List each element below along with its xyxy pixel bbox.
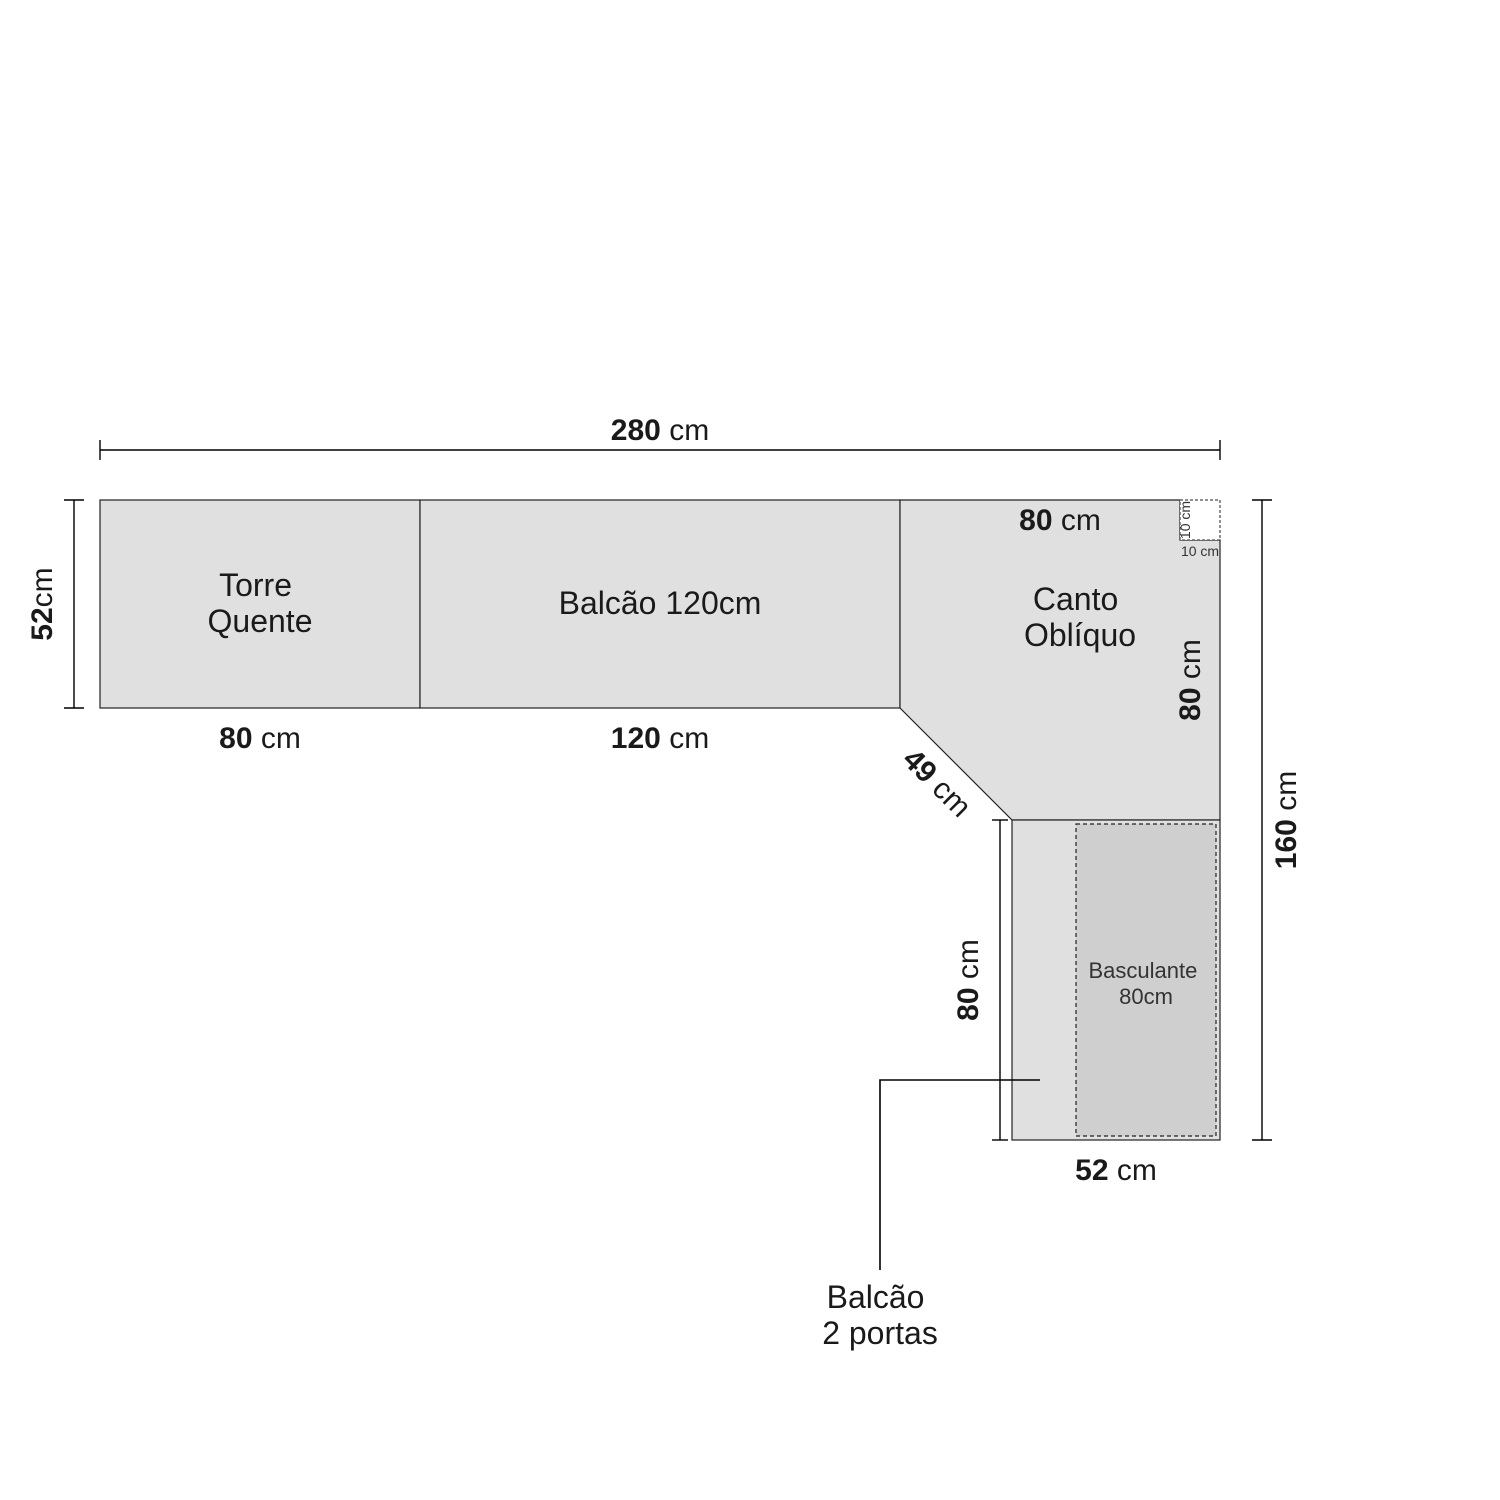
dim-top-overall-value: 280 bbox=[611, 414, 661, 447]
dim-top-overall-unit: cm bbox=[669, 414, 709, 447]
dim-torre-width-value: 80 bbox=[219, 722, 252, 755]
dim-notch-v: 10 cm bbox=[1177, 501, 1193, 539]
dim-balcao120-width: 120 cm bbox=[611, 722, 709, 755]
svg-text:80 cm: 80 cm bbox=[1174, 639, 1207, 721]
dim-lower-height-unit: cm bbox=[952, 939, 985, 979]
dim-lower-height: 80 cm bbox=[952, 820, 1008, 1140]
svg-text:280 cm: 280 cm bbox=[611, 414, 709, 447]
svg-text:160 cm: 160 cm bbox=[1270, 771, 1303, 869]
dim-lower-width-value: 52 bbox=[1075, 1154, 1108, 1187]
dim-lower-width: 52 cm bbox=[1075, 1154, 1157, 1187]
svg-text:80 cm: 80 cm bbox=[952, 939, 985, 1021]
floorplan-diagram: 280 cm 52cm 80 cm 120 cm 80 bbox=[0, 0, 1500, 1500]
dim-left-depth: 52cm bbox=[26, 500, 84, 708]
dim-canto-right: 80 cm bbox=[1174, 639, 1207, 721]
dim-torre-width-unit: cm bbox=[261, 722, 301, 755]
dim-lower-width-unit: cm bbox=[1117, 1154, 1157, 1187]
dim-notch-h: 10 cm bbox=[1181, 543, 1219, 559]
dim-canto-top: 80 cm bbox=[1019, 504, 1101, 537]
svg-text:80 cm: 80 cm bbox=[219, 722, 301, 755]
dim-lower-height-value: 80 bbox=[952, 987, 985, 1020]
svg-text:52cm: 52cm bbox=[26, 567, 59, 640]
dim-top-overall: 280 cm bbox=[100, 414, 1220, 460]
svg-text:52 cm: 52 cm bbox=[1075, 1154, 1157, 1187]
dim-left-depth-value: 52 bbox=[26, 607, 59, 640]
dim-canto-right-unit: cm bbox=[1174, 639, 1207, 679]
dim-left-depth-unit: cm bbox=[26, 567, 59, 607]
dim-canto-top-value: 80 bbox=[1019, 504, 1052, 537]
svg-text:80 cm: 80 cm bbox=[1019, 504, 1101, 537]
callout-balcao-2-portas-text: Balcão 2 portas bbox=[822, 1279, 938, 1351]
dim-right-overall: 160 cm bbox=[1252, 500, 1303, 1140]
dim-balcao120-width-unit: cm bbox=[669, 722, 709, 755]
label-torre-quente: Torre Quente bbox=[208, 567, 313, 639]
label-canto-obliquo: Canto Oblíquo bbox=[1024, 581, 1136, 653]
dim-right-overall-value: 160 bbox=[1270, 819, 1303, 869]
dim-balcao120-width-value: 120 bbox=[611, 722, 661, 755]
callout-balcao-2-portas: Balcão 2 portas bbox=[822, 1080, 1040, 1351]
dim-right-overall-unit: cm bbox=[1270, 771, 1303, 811]
label-balcao-120: Balcão 120cm bbox=[559, 585, 762, 621]
dim-chamfer-unit: cm bbox=[926, 772, 978, 824]
dim-chamfer-value: 49 bbox=[896, 743, 943, 790]
svg-text:120 cm: 120 cm bbox=[611, 722, 709, 755]
dim-canto-right-value: 80 bbox=[1174, 687, 1207, 720]
dim-canto-top-unit: cm bbox=[1061, 504, 1101, 537]
dim-torre-width: 80 cm bbox=[219, 722, 301, 755]
